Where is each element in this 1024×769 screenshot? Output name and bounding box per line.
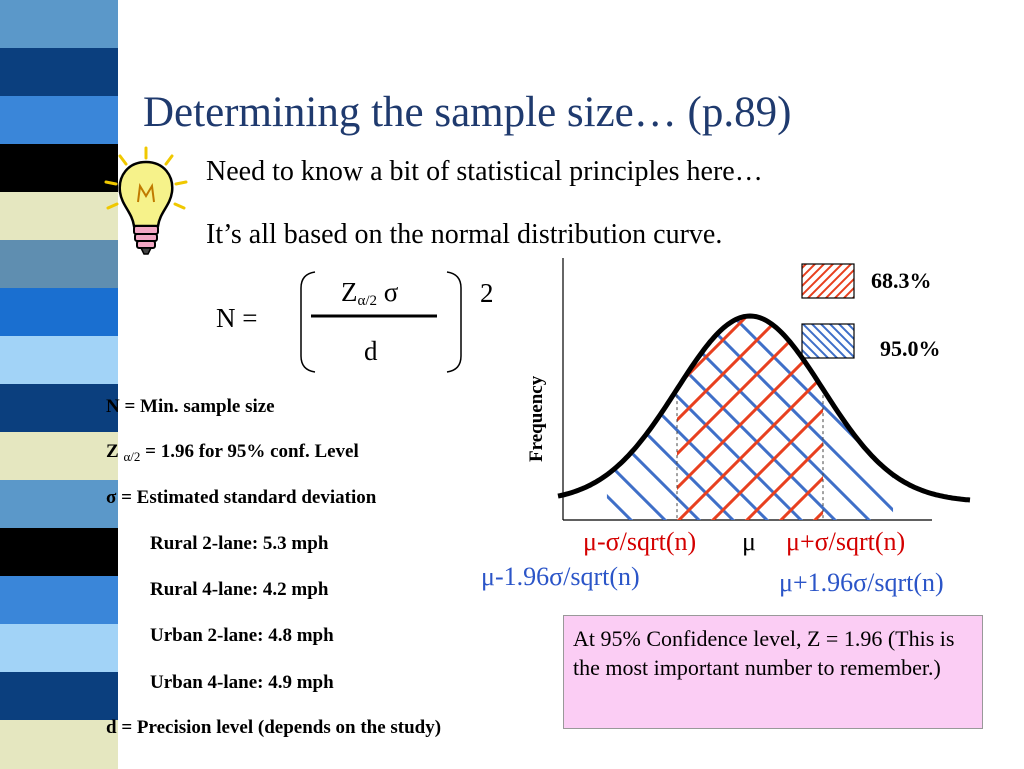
formula-lhs: N =	[216, 303, 258, 333]
slide-title: Determining the sample size… (p.89)	[143, 89, 792, 136]
rural-2-lane: Rural 2-lane: 5.3 mph	[150, 533, 329, 554]
hatch-95-region	[606, 316, 894, 520]
stripe-block	[0, 624, 118, 673]
stripe-block	[0, 240, 118, 289]
stripe-block	[0, 48, 118, 97]
hatch-68-region	[677, 316, 823, 520]
urban-4-lane: Urban 4-lane: 4.9 mph	[150, 672, 334, 693]
label-minus-196: μ-1.96σ/sqrt(n)	[481, 562, 640, 591]
z-definition: Z α/2 = 1.96 for 95% conf. Level	[106, 441, 359, 465]
formula-exponent: 2	[480, 278, 494, 308]
normal-curve-line: It’s all based on the normal distributio…	[206, 219, 723, 250]
formula-numerator: Zα/2 σ	[341, 277, 398, 310]
decorative-stripe	[0, 0, 118, 769]
y-axis-label: Frequency	[526, 375, 547, 462]
legend-683-swatch	[802, 264, 854, 298]
label-mu: μ	[742, 527, 756, 556]
stripe-block	[0, 384, 118, 433]
n-definition: N = Min. sample size	[106, 396, 275, 417]
stripe-block	[0, 96, 118, 145]
stripe-block	[0, 528, 118, 577]
stripe-block	[0, 576, 118, 625]
confidence-note: At 95% Confidence level, Z = 1.96 (This …	[563, 615, 983, 729]
legend-950-label: 95.0%	[880, 336, 941, 361]
urban-2-lane: Urban 2-lane: 4.8 mph	[150, 625, 334, 646]
intro-line: Need to know a bit of statistical princi…	[206, 156, 763, 187]
stripe-block	[0, 144, 118, 193]
formula-denominator: d	[364, 336, 378, 366]
stripe-block	[0, 336, 118, 385]
z-subscript: α/2	[123, 449, 141, 464]
stripe-block	[0, 480, 118, 529]
alpha-half-subscript: α/2	[357, 293, 378, 309]
label-plus-sigma: μ+σ/sqrt(n)	[786, 527, 906, 556]
stripe-block	[0, 720, 118, 769]
z-prefix: Z	[106, 441, 119, 462]
normal-curve	[557, 313, 971, 503]
lightbulb-icon	[104, 146, 188, 255]
label-plus-196: μ+1.96σ/sqrt(n)	[779, 568, 944, 597]
d-definition: d = Precision level (depends on the stud…	[106, 717, 442, 738]
stripe-block	[0, 672, 118, 721]
legend-950-swatch	[802, 324, 854, 358]
sigma-definition: σ = Estimated standard deviation	[106, 487, 377, 508]
label-minus-sigma: μ-σ/sqrt(n)	[583, 527, 697, 556]
sigma-symbol: σ	[383, 277, 399, 307]
formula-brackets	[300, 271, 462, 373]
stripe-block	[0, 432, 118, 481]
z-value-text: = 1.96 for 95% conf. Level	[145, 441, 359, 462]
stripe-block	[0, 0, 118, 49]
rural-4-lane: Rural 4-lane: 4.2 mph	[150, 579, 329, 600]
normal-distribution-diagram: Frequency	[526, 258, 971, 521]
z-symbol: Z	[341, 277, 358, 307]
stripe-block	[0, 288, 118, 337]
legend-683-label: 68.3%	[871, 268, 932, 293]
stripe-block	[0, 192, 118, 241]
